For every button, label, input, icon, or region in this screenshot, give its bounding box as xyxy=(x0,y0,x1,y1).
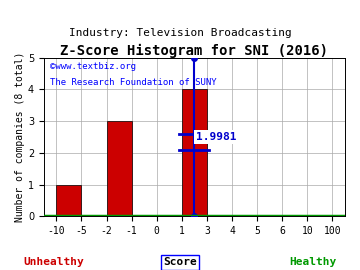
Text: The Research Foundation of SUNY: The Research Foundation of SUNY xyxy=(50,78,216,87)
Text: Score: Score xyxy=(163,257,197,267)
Text: Industry: Television Broadcasting: Industry: Television Broadcasting xyxy=(69,28,291,38)
Text: ©www.textbiz.org: ©www.textbiz.org xyxy=(50,62,136,71)
Bar xyxy=(107,121,132,216)
Text: 1.9981: 1.9981 xyxy=(195,132,236,142)
Y-axis label: Number of companies (8 total): Number of companies (8 total) xyxy=(15,52,25,222)
Text: Unhealthy: Unhealthy xyxy=(24,257,84,267)
Bar xyxy=(56,185,81,216)
Title: Z-Score Histogram for SNI (2016): Z-Score Histogram for SNI (2016) xyxy=(60,43,328,58)
Bar xyxy=(182,89,207,216)
Text: Healthy: Healthy xyxy=(289,257,337,267)
